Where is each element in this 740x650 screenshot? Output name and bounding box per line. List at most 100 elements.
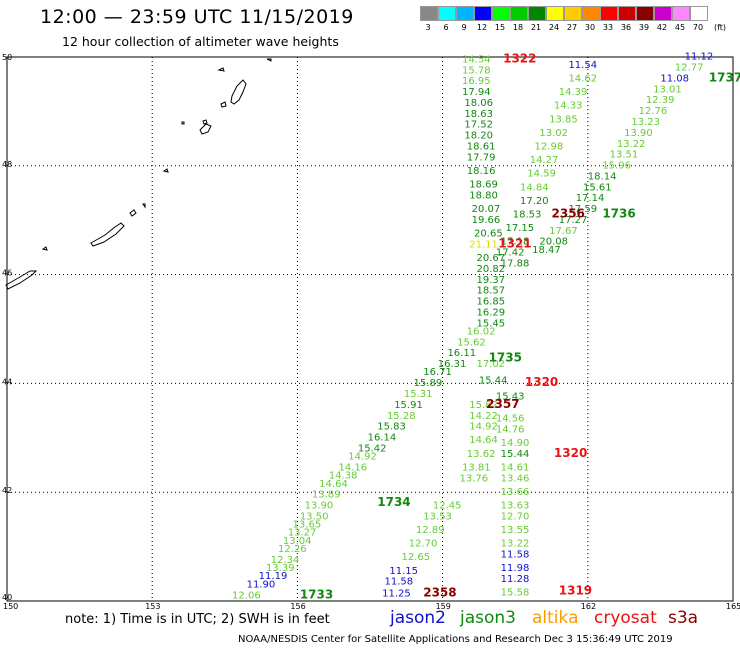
lon-tick-label: 150: [3, 602, 18, 610]
wave-height-label: 17.79: [467, 152, 496, 163]
wave-height-label: 14.27: [530, 155, 559, 166]
wave-height-label: 18.53: [513, 209, 542, 220]
wave-height-label: 14.62: [568, 73, 597, 84]
wave-height-label: 20.08: [539, 237, 568, 248]
wave-height-label: 15.45: [476, 318, 505, 329]
scale-swatch: [474, 6, 492, 21]
island-outline: [41, 246, 48, 251]
wave-height-label: 18.47: [532, 245, 561, 256]
wave-height-label: 11.54: [568, 60, 597, 71]
wave-height-label: 14.92: [348, 452, 377, 463]
wave-height-label: 11.12: [685, 52, 714, 63]
track-id-label: 1319: [559, 583, 592, 597]
wave-height-label: 15.31: [404, 389, 433, 400]
wave-height-label: 18.69: [469, 180, 498, 191]
wave-height-label: 15.43: [496, 392, 525, 403]
wave-height-label: 13.81: [462, 462, 491, 473]
wave-height-label: 15.42: [358, 443, 387, 454]
track-id-label: 1320: [525, 375, 558, 389]
scale-swatch: [636, 6, 654, 21]
wave-height-label: 13.04: [283, 536, 312, 547]
track-id-label: 1320: [554, 446, 587, 460]
wave-height-label: 12.06: [232, 590, 261, 601]
wave-height-label: 17.94: [462, 87, 491, 98]
scale-label: 36: [620, 23, 632, 32]
wave-height-label: 15.96: [602, 161, 631, 172]
island-outline: [217, 67, 225, 72]
wave-height-label: 18.57: [476, 286, 505, 297]
wave-height-label: 16.14: [368, 433, 397, 444]
track-id-label: 1733: [300, 587, 333, 601]
wave-height-label: 13.89: [312, 490, 341, 501]
wave-height-label: 14.64: [319, 479, 348, 490]
wave-height-label: 11.25: [382, 589, 411, 600]
wave-height-label: 13.23: [631, 117, 660, 128]
wave-height-label: 17.15: [506, 223, 535, 234]
wave-height-label: 14.38: [329, 471, 358, 482]
scale-swatch: [492, 6, 510, 21]
note-text: note: 1) Time is in UTC; 2) SWH is in fe…: [65, 612, 330, 627]
scale-swatch: [600, 6, 618, 21]
kuril-islands: [5, 58, 272, 290]
wave-height-label: 12.70: [501, 511, 530, 522]
wave-height-label: 14.59: [527, 169, 556, 180]
legend-s3a: s3a: [668, 608, 699, 628]
wave-height-label: 18.63: [464, 109, 493, 120]
scale-unit: (ft): [714, 23, 727, 32]
map-subtitle: 12 hour collection of altimeter wave hei…: [62, 34, 339, 49]
track-id-label: 2357: [486, 397, 519, 411]
wave-height-label: 11.58: [501, 549, 530, 560]
island-outline: [90, 222, 125, 247]
wave-height-label: 12.34: [271, 555, 300, 566]
wave-height-label: 15.83: [377, 422, 406, 433]
wave-height-label: 18.14: [588, 171, 617, 182]
wave-height-label: 17.59: [568, 204, 597, 215]
altimeter-map: 150 153 156 159 162 165 50 48 46 44 42 40 14.5415.7…: [2, 51, 740, 610]
wave-height-label: 14.84: [520, 182, 549, 193]
wave-height-label: 11.98: [501, 563, 530, 574]
wave-height-label: 13.76: [460, 473, 489, 484]
wave-height-label: 16.85: [476, 297, 505, 308]
legend-altika: altika: [532, 608, 579, 628]
wave-height-label: 18.16: [467, 166, 496, 177]
lon-tick-label: 159: [436, 602, 451, 610]
scale-label: 21: [530, 23, 542, 32]
island-outline: [181, 121, 185, 125]
wave-height-label: 14.16: [339, 462, 368, 473]
island-outline: [202, 119, 208, 125]
scale-label: 15: [494, 23, 506, 32]
wave-height-label: 12.26: [278, 544, 307, 555]
wave-height-label: 19.66: [472, 215, 501, 226]
wave-height-label: 13.22: [501, 539, 530, 550]
credit-line: NOAA/NESDIS Center for Satellite Applica…: [238, 634, 673, 645]
scale-swatch: [654, 6, 672, 21]
scale-swatch: [438, 6, 456, 21]
wave-height-label: 14.56: [496, 413, 525, 424]
wave-height-label: 13.46: [501, 473, 530, 484]
wave-height-label: 15.61: [583, 182, 612, 193]
track-id-label: 1737: [709, 70, 740, 84]
wave-height-label: 16.95: [462, 76, 491, 87]
wave-height-label: 18.20: [464, 131, 493, 142]
wave-height-label: 13.51: [610, 150, 639, 161]
island-outline: [5, 270, 38, 290]
wave-height-label: 13.63: [501, 501, 530, 512]
scale-swatch: [618, 6, 636, 21]
wave-height-label: 14.54: [462, 54, 491, 65]
wave-height-label: 11.19: [259, 571, 288, 582]
wave-height-label: 18.61: [467, 141, 496, 152]
wave-height-label: 18.80: [469, 190, 498, 201]
scale-label: 9: [461, 23, 467, 32]
wave-height-label: 17.88: [501, 258, 530, 269]
island-outline: [220, 101, 227, 108]
wave-height-label: 21.11: [469, 239, 498, 250]
scale-swatch: [672, 6, 690, 21]
wave-height-label: 19.37: [476, 275, 505, 286]
lat-tick-label: 40: [2, 593, 12, 602]
scale-label: 42: [656, 23, 668, 32]
legend-cryosat: cryosat: [594, 608, 657, 628]
wave-height-label: 12.45: [433, 501, 462, 512]
island-outline: [266, 58, 272, 62]
legend-jason3: jason3: [460, 608, 516, 628]
